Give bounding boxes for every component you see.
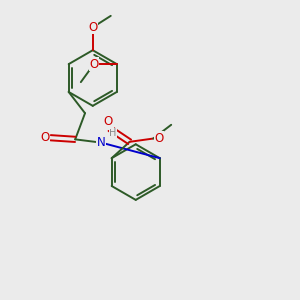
Text: N: N <box>97 136 106 149</box>
Text: H: H <box>109 128 116 139</box>
Text: O: O <box>89 58 99 70</box>
Text: O: O <box>40 131 50 144</box>
Text: O: O <box>88 21 98 34</box>
Text: O: O <box>154 132 164 145</box>
Text: O: O <box>104 115 113 128</box>
